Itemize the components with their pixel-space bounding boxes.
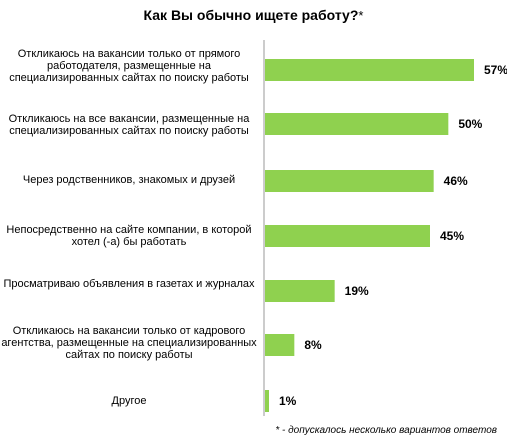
category-label-1: Откликаюсь на вакансии только от прямого…	[9, 48, 249, 84]
category-label-6: Откликаюсь на вакансии только от кадрово…	[1, 325, 257, 361]
chart-title-text: Как Вы обычно ищете работу?	[143, 7, 359, 23]
category-label-7: Другое	[111, 395, 147, 407]
chart-title: Как Вы обычно ищете работу?*	[0, 7, 507, 23]
data-label-1: 57%	[484, 63, 507, 77]
bar-6	[265, 334, 295, 356]
data-label-2: 50%	[458, 117, 482, 131]
bar-4	[265, 225, 430, 247]
bars-layer: 57% 50% 46% 45% 19% 8% 1%	[265, 59, 507, 412]
chart-title-footnote-mark: *	[358, 8, 364, 23]
footnote: * - допускалось несколько вариантов отве…	[275, 425, 497, 436]
data-label-4: 45%	[440, 229, 464, 243]
category-label-3: Через родственников, знакомых и друзей	[22, 174, 236, 186]
bar-3	[265, 170, 434, 192]
bar-1	[265, 59, 474, 81]
data-label-6: 8%	[304, 338, 322, 352]
data-label-5: 19%	[345, 284, 369, 298]
bar-7	[265, 390, 269, 412]
data-label-7: 1%	[279, 394, 297, 408]
category-label-4: Непосредственно на сайте компании, в кот…	[6, 224, 252, 248]
bar-2	[265, 113, 449, 135]
bar-5	[265, 280, 335, 302]
category-label-2: Откликаюсь на все вакансии, размещенные …	[8, 113, 250, 137]
category-label-5: Просматриваю объявления в газетах и журн…	[3, 278, 255, 290]
data-label-3: 46%	[444, 174, 468, 188]
